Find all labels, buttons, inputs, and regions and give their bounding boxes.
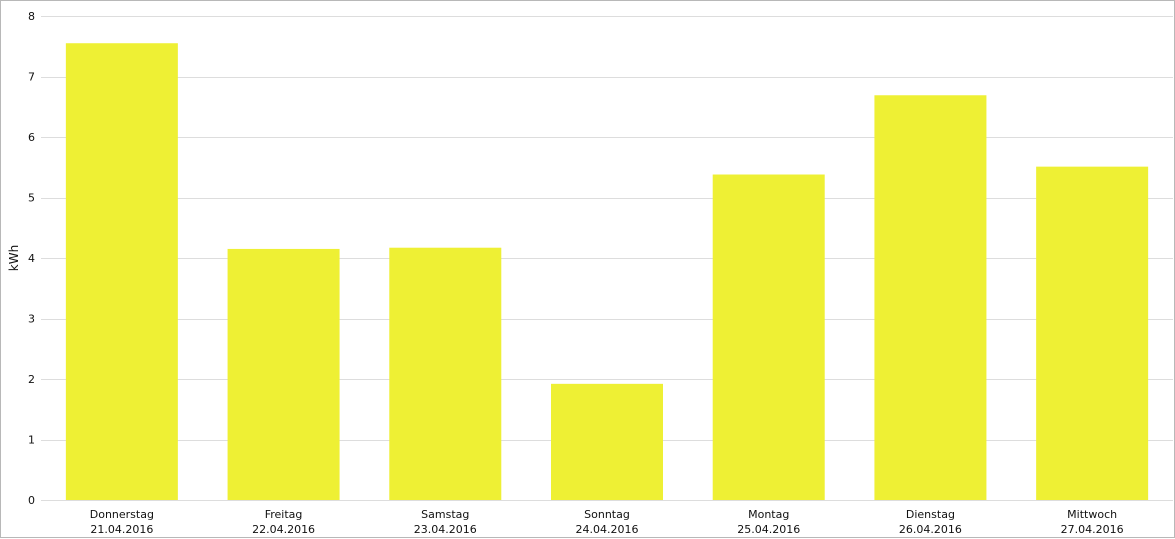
y-axis-title: kWh (7, 245, 21, 271)
x-tick-label-day: Dienstag (906, 508, 955, 521)
y-tick-label: 5 (28, 192, 35, 205)
x-tick-label-day: Donnerstag (90, 508, 154, 521)
x-tick-label-day: Mittwoch (1067, 508, 1117, 521)
y-tick-label: 8 (28, 10, 35, 23)
x-tick-label-date: 22.04.2016 (252, 523, 315, 536)
bar-sonntag[interactable] (551, 383, 663, 500)
y-tick-label: 7 (28, 71, 35, 84)
y-tick-label: 4 (28, 252, 35, 265)
bar-mittwoch[interactable] (1036, 166, 1149, 500)
bar-dienstag[interactable] (874, 95, 987, 500)
bar-samstag[interactable] (389, 247, 502, 500)
x-tick-label-day: Samstag (421, 508, 469, 521)
y-tick-label: 6 (28, 131, 35, 144)
y-tick-label: 1 (28, 434, 35, 447)
x-tick-label-date: 27.04.2016 (1061, 523, 1124, 536)
y-tick-label: 2 (28, 373, 35, 386)
x-tick-label-day: Sonntag (584, 508, 630, 521)
bar-montag[interactable] (712, 174, 825, 500)
bar-freitag[interactable] (227, 248, 340, 500)
x-tick-label-date: 25.04.2016 (737, 523, 800, 536)
x-tick-label-date: 21.04.2016 (90, 523, 153, 536)
y-tick-label: 0 (28, 494, 35, 507)
x-tick-label-date: 24.04.2016 (576, 523, 639, 536)
bars (65, 43, 1149, 500)
y-tick-label: 3 (28, 313, 35, 326)
x-tick-label-day: Montag (748, 508, 789, 521)
bar-donnerstag[interactable] (65, 43, 178, 500)
x-tick-label-day: Freitag (265, 508, 303, 521)
x-axis-ticks: Donnerstag 21.04.2016 Freitag 22.04.2016 Sam… (90, 508, 1124, 536)
y-axis-ticks: 0 1 2 3 4 5 6 7 8 (28, 10, 35, 507)
x-tick-label-date: 23.04.2016 (414, 523, 477, 536)
x-tick-label-date: 26.04.2016 (899, 523, 962, 536)
